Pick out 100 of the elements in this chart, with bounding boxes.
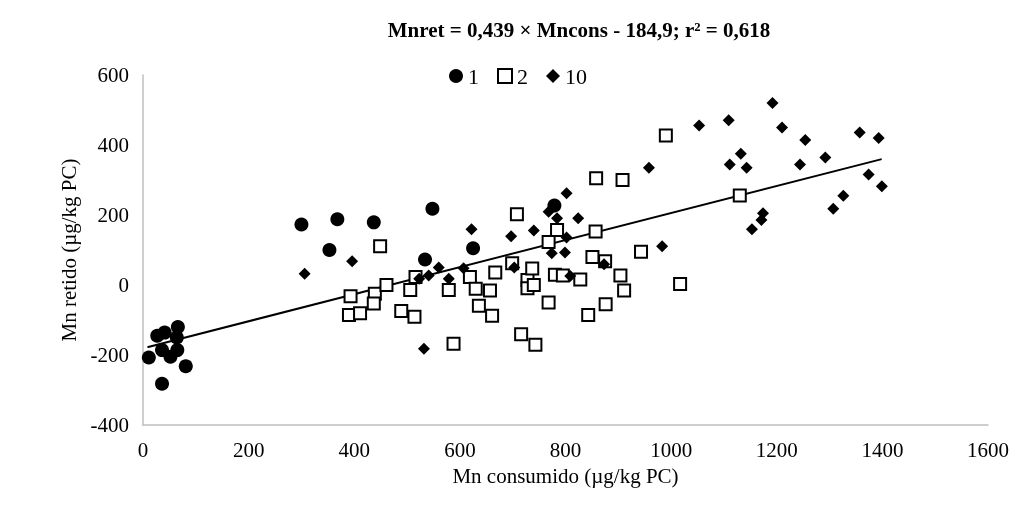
point	[366, 215, 381, 230]
point	[588, 224, 603, 239]
point	[294, 217, 309, 232]
point	[322, 243, 337, 257]
point	[642, 161, 655, 174]
point	[853, 126, 866, 139]
point	[819, 151, 832, 164]
point	[413, 272, 426, 285]
x-tick-label: 1400	[861, 437, 904, 462]
y-tick-label: 600	[97, 63, 129, 87]
point	[418, 252, 433, 267]
point	[528, 337, 543, 352]
point	[558, 246, 571, 259]
x-tick-label: 1000	[650, 437, 693, 462]
point	[407, 309, 422, 324]
point	[514, 327, 529, 342]
point	[366, 296, 381, 311]
x-tick-label: 200	[232, 437, 265, 462]
x-tick-label: 600	[444, 437, 476, 462]
legend-label: 2	[517, 63, 528, 89]
point	[525, 261, 540, 276]
point	[585, 250, 600, 264]
point	[613, 268, 628, 283]
point	[488, 265, 503, 280]
point	[394, 303, 409, 318]
point	[353, 306, 368, 321]
point	[734, 147, 747, 160]
point	[673, 276, 688, 291]
point	[572, 212, 585, 225]
y-tick-label: 200	[97, 203, 129, 227]
point	[417, 342, 430, 355]
point	[598, 258, 611, 271]
point	[169, 330, 184, 345]
point	[141, 350, 156, 365]
point	[617, 283, 632, 298]
point	[346, 255, 359, 268]
point	[564, 269, 577, 282]
point	[508, 261, 521, 274]
y-axis-title: Mn retido (µg/kg PC)	[57, 158, 82, 342]
point	[776, 121, 789, 134]
point	[615, 173, 630, 187]
point	[732, 188, 747, 203]
point	[573, 272, 588, 287]
point	[560, 187, 573, 200]
point	[471, 298, 486, 313]
point	[526, 278, 541, 292]
point	[465, 223, 478, 236]
point	[432, 261, 445, 274]
point	[793, 158, 806, 171]
point	[589, 171, 604, 186]
point	[527, 224, 540, 237]
point	[330, 212, 345, 227]
point	[466, 241, 481, 256]
point	[509, 207, 524, 222]
point	[403, 282, 418, 297]
point	[482, 283, 497, 298]
point	[693, 119, 706, 132]
point	[542, 205, 555, 218]
point	[446, 336, 461, 351]
point	[170, 343, 185, 358]
point	[541, 234, 556, 249]
point	[862, 168, 875, 181]
point	[485, 308, 500, 323]
y-tick-label: 400	[97, 133, 129, 157]
point	[541, 295, 556, 310]
x-tick-label: 1200	[755, 437, 798, 462]
point	[723, 158, 736, 171]
point	[872, 132, 885, 144]
y-tick-label: 0	[118, 273, 129, 297]
point	[740, 161, 753, 174]
y-tick-label: -400	[90, 413, 129, 437]
point	[425, 201, 440, 216]
x-tick-label: 1600	[967, 437, 1009, 462]
legend-label: 10	[565, 63, 587, 89]
point	[656, 240, 669, 253]
point	[722, 114, 735, 127]
point	[658, 128, 673, 143]
point	[298, 267, 311, 280]
point	[457, 262, 470, 275]
x-tick-label: 800	[549, 437, 582, 462]
point	[441, 282, 456, 297]
point	[505, 230, 518, 243]
point	[343, 289, 358, 304]
x-axis-title: Mn consumido (µg/kg PC)	[452, 463, 679, 488]
x-tick-label: 0	[137, 437, 149, 462]
chart-title: Mnret = 0,439 × Mncons - 184,9; r² = 0,618	[387, 17, 771, 42]
point	[157, 325, 172, 340]
point	[373, 239, 388, 254]
point	[799, 134, 812, 147]
point	[178, 359, 193, 374]
point	[550, 223, 565, 238]
point	[827, 202, 840, 215]
x-tick-label: 400	[338, 437, 370, 462]
point	[745, 223, 758, 236]
point	[581, 308, 596, 323]
y-tick-label: -200	[90, 343, 129, 367]
point	[468, 281, 483, 296]
point	[155, 376, 170, 391]
point	[634, 244, 649, 259]
point	[875, 180, 888, 193]
